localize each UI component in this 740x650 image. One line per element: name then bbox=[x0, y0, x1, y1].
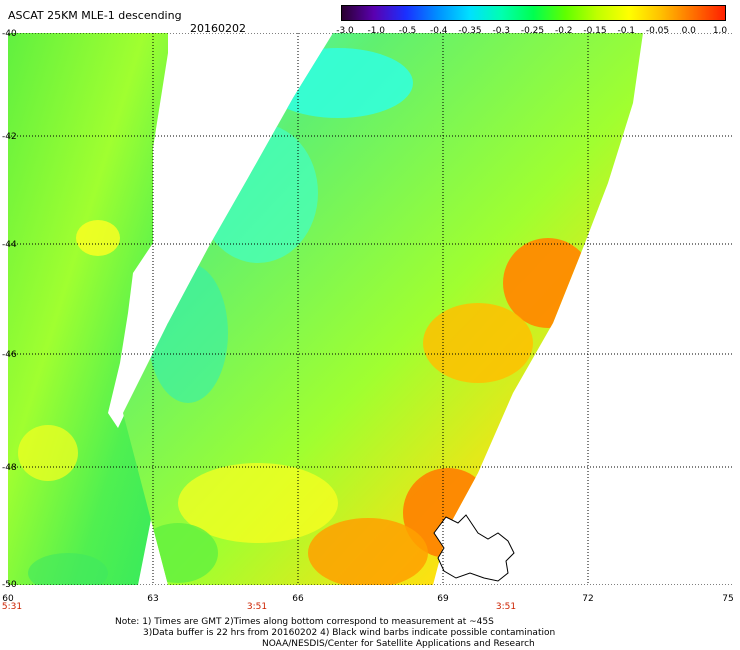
lat-label: -44 bbox=[2, 240, 17, 250]
lon-label: 66 bbox=[292, 594, 304, 604]
colorbar bbox=[341, 5, 726, 21]
lon-label: 72 bbox=[582, 594, 594, 604]
colorbar-label: -0.05 bbox=[645, 26, 670, 36]
note-line: 3)Data buffer is 22 hrs from 20160202 4)… bbox=[143, 628, 556, 638]
colorbar-label: -0.4 bbox=[429, 26, 448, 36]
lon-label: 69 bbox=[437, 594, 449, 604]
lat-label: -40 bbox=[2, 29, 17, 39]
time-label: 3:51 bbox=[495, 602, 517, 612]
lon-label: 63 bbox=[147, 594, 159, 604]
graticule bbox=[8, 33, 733, 585]
product-title: ASCAT 25KM MLE-1 descending bbox=[8, 9, 182, 22]
colorbar-label: -0.2 bbox=[554, 26, 573, 36]
lon-label: 75 bbox=[722, 594, 734, 604]
time-label: 3:51 bbox=[246, 602, 268, 612]
note-line: Note: 1) Times are GMT 2)Times along bot… bbox=[115, 617, 494, 627]
lon-label: 60 bbox=[2, 594, 14, 604]
note-credit: NOAA/NESDIS/Center for Satellite Applica… bbox=[262, 639, 535, 649]
colorbar-label: 0.0 bbox=[681, 26, 696, 36]
swath-map bbox=[8, 33, 733, 585]
product-date: 20160202 bbox=[190, 22, 246, 35]
colorbar-label: -0.25 bbox=[520, 26, 545, 36]
colorbar-label: -0.1 bbox=[617, 26, 636, 36]
colorbar-label: -1.0 bbox=[367, 26, 386, 36]
lat-label: -46 bbox=[2, 350, 17, 360]
colorbar-label: 1.0 bbox=[712, 26, 728, 36]
colorbar-label: -0.5 bbox=[398, 26, 417, 36]
island-outline bbox=[433, 514, 515, 582]
colorbar-label: -3.0 bbox=[336, 26, 354, 36]
time-label: 5:31 bbox=[1, 602, 23, 612]
colorbar-label: -0.15 bbox=[583, 26, 607, 36]
lat-label: -48 bbox=[2, 463, 17, 473]
colorbar-label: -0.3 bbox=[492, 26, 511, 36]
lat-label: -42 bbox=[2, 132, 17, 142]
colorbar-label: -0.35 bbox=[458, 26, 482, 36]
lat-label: -50 bbox=[2, 580, 17, 590]
